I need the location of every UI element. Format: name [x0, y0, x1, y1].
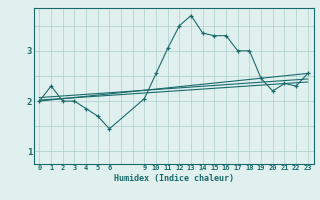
X-axis label: Humidex (Indice chaleur): Humidex (Indice chaleur) — [114, 174, 234, 183]
